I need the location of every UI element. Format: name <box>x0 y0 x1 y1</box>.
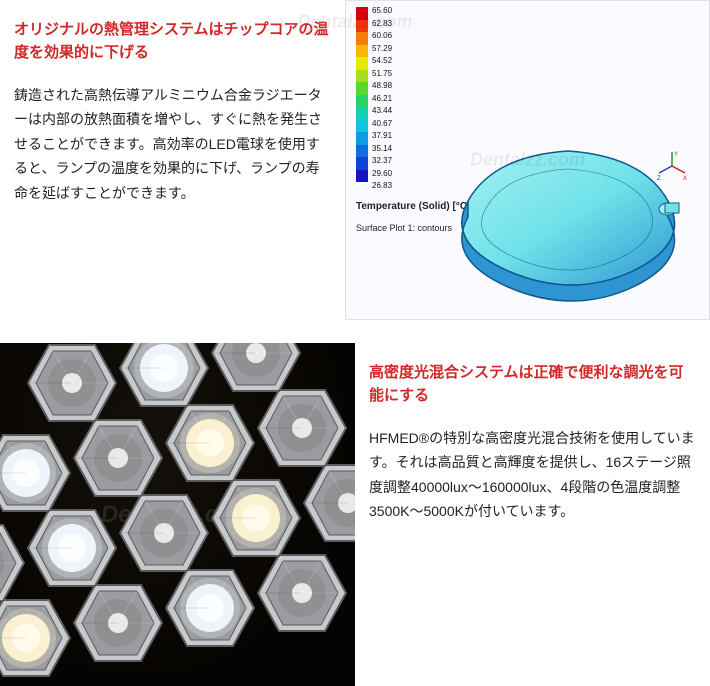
section2-heading: 高密度光混合システムは正確で便利な調光を可能にする <box>369 361 696 408</box>
colorbar-label: 65.60 <box>372 5 392 18</box>
colorbar-label: 54.52 <box>372 55 392 68</box>
colorbar-segment <box>356 32 368 45</box>
section1-text: オリジナルの熱管理システムはチップコアの温度を効果的に下げる 鋳造された高熱伝導… <box>0 0 345 343</box>
led-hex-lens <box>210 478 302 558</box>
svg-text:X: X <box>683 176 687 181</box>
thermal-colorbar <box>356 7 368 182</box>
svg-text:Z: Z <box>657 176 661 181</box>
section2-body: HFMED®の特別な高密度光混合技術を使用しています。それは高品質と高輝度を提供… <box>369 426 696 524</box>
colorbar-segment <box>356 132 368 145</box>
colorbar-segment <box>356 145 368 158</box>
colorbar-segment <box>356 170 368 183</box>
led-hex-lens <box>26 343 118 423</box>
colorbar-label: 40.67 <box>372 118 392 131</box>
thermal-colorbar-labels: 65.6062.8360.0657.2954.5251.7548.9846.21… <box>372 5 392 193</box>
led-hex-lens <box>26 508 118 588</box>
colorbar-segment <box>356 20 368 33</box>
colorbar-label: 51.75 <box>372 68 392 81</box>
colorbar-segment <box>356 120 368 133</box>
colorbar-label: 57.29 <box>372 43 392 56</box>
thermal-image-container: 65.6062.8360.0657.2954.5251.7548.9846.21… <box>345 0 710 343</box>
led-lens-photo: Dentalzz.com <box>0 343 355 686</box>
colorbar-label: 46.21 <box>372 93 392 106</box>
colorbar-label: 26.83 <box>372 180 392 193</box>
colorbar-label: 60.06 <box>372 30 392 43</box>
axis-indicator: X Y Z <box>657 151 687 181</box>
colorbar-segment <box>356 57 368 70</box>
led-hex-lens <box>210 343 302 393</box>
led-hex-lens <box>118 493 210 573</box>
colorbar-segment <box>356 7 368 20</box>
colorbar-segment <box>356 70 368 83</box>
thermal-analysis-image: 65.6062.8360.0657.2954.5251.7548.9846.21… <box>345 0 710 320</box>
section1-heading: オリジナルの熱管理システムはチップコアの温度を効果的に下げる <box>14 18 331 65</box>
led-hex-lens <box>72 583 164 663</box>
section2-text: 高密度光混合システムは正確で便利な調光を可能にする Dentalzz.com H… <box>355 343 710 686</box>
colorbar-segment <box>356 45 368 58</box>
led-hex-lens <box>302 463 355 543</box>
colorbar-segment <box>356 157 368 170</box>
led-hex-lens <box>256 388 348 468</box>
colorbar-segment <box>356 82 368 95</box>
colorbar-label: 48.98 <box>372 80 392 93</box>
colorbar-label: 32.37 <box>372 155 392 168</box>
led-hex-lens <box>0 598 72 678</box>
colorbar-label: 43.44 <box>372 105 392 118</box>
led-hex-lens <box>0 523 26 603</box>
led-hex-lens <box>0 433 72 513</box>
led-hex-lens <box>164 568 256 648</box>
led-hex-lens <box>118 343 210 408</box>
led-hex-lens <box>256 553 348 633</box>
colorbar-label: 29.60 <box>372 168 392 181</box>
section1-body: 鋳造された高熱伝導アルミニウム合金ラジエーターは内部の放熱面積を増やし、すぐに熱… <box>14 83 331 206</box>
colorbar-segment <box>356 107 368 120</box>
colorbar-label: 62.83 <box>372 18 392 31</box>
led-hex-lens <box>72 418 164 498</box>
colorbar-label: 37.91 <box>372 130 392 143</box>
colorbar-label: 35.14 <box>372 143 392 156</box>
thermal-part-render <box>433 121 703 311</box>
led-hex-lens <box>164 403 256 483</box>
svg-text:Y: Y <box>674 152 678 158</box>
colorbar-segment <box>356 95 368 108</box>
